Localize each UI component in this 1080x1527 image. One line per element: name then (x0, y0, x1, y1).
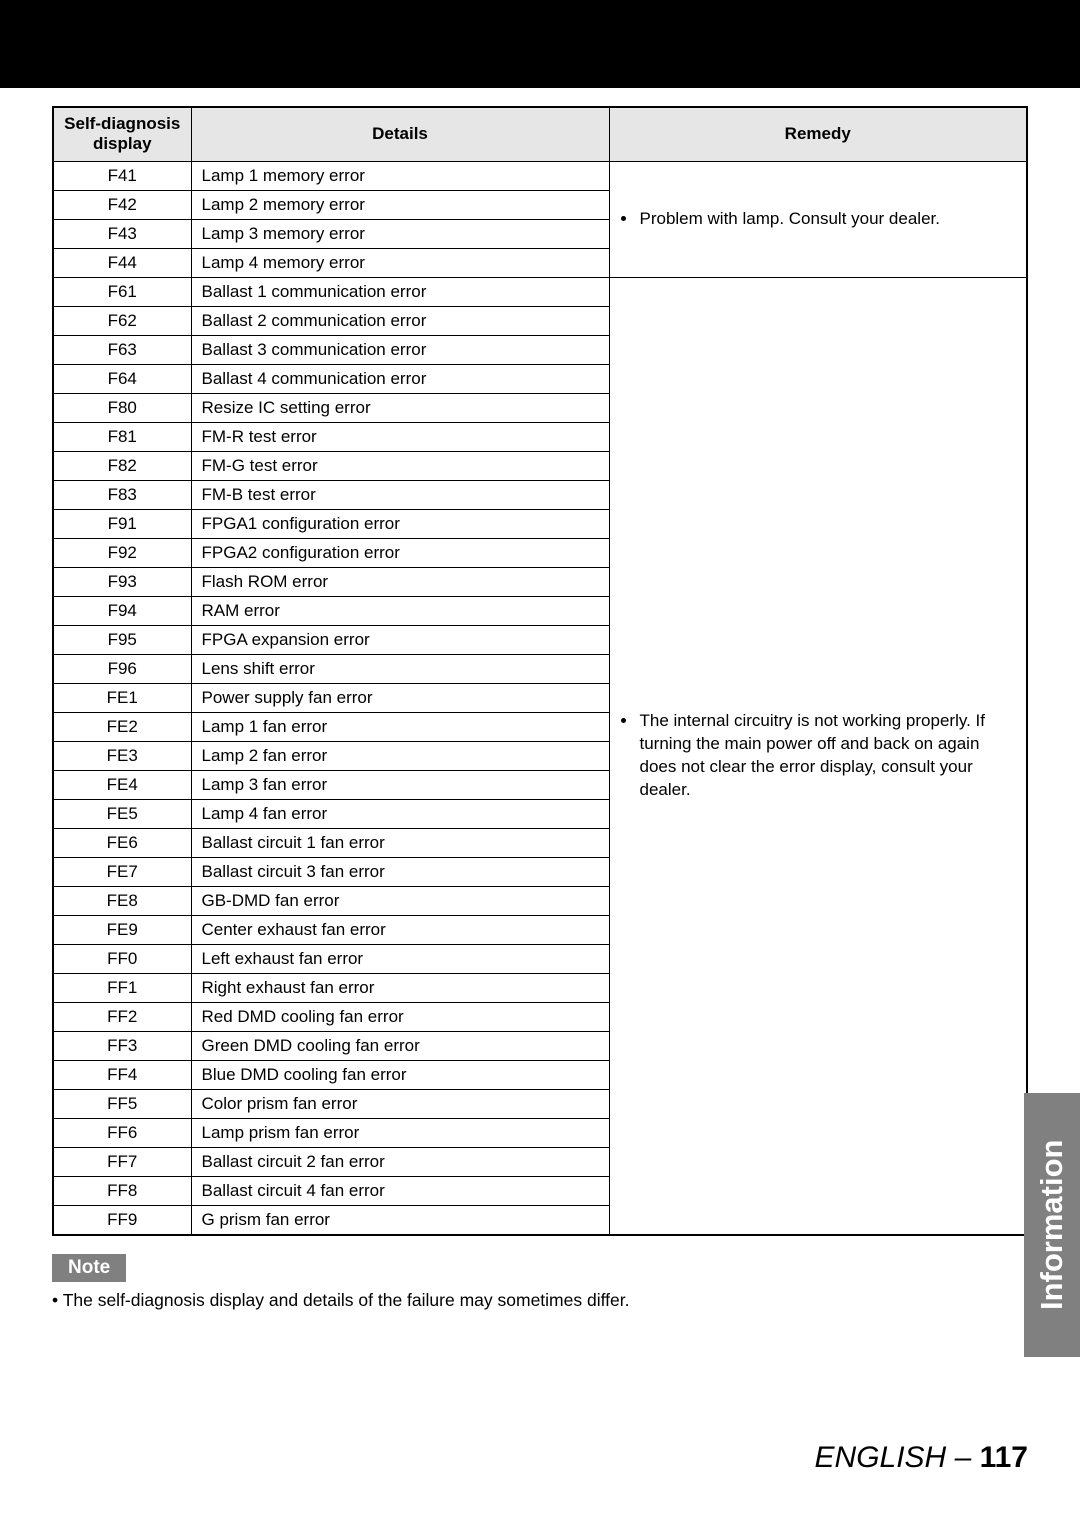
col-header-remedy: Remedy (609, 107, 1027, 161)
page-content: Self-diagnosis display Details Remedy F4… (0, 106, 1080, 1311)
cell-details: Lamp 4 fan error (191, 799, 609, 828)
cell-code: F42 (53, 190, 191, 219)
cell-code: F62 (53, 306, 191, 335)
cell-code: FF4 (53, 1060, 191, 1089)
cell-details: Center exhaust fan error (191, 915, 609, 944)
footer-page-number: 117 (980, 1441, 1028, 1474)
cell-details: FM-G test error (191, 451, 609, 480)
col-header-details: Details (191, 107, 609, 161)
cell-code: FE7 (53, 857, 191, 886)
cell-details: GB-DMD fan error (191, 886, 609, 915)
cell-code: FF2 (53, 1002, 191, 1031)
remedy-text: Problem with lamp. Consult your dealer. (638, 208, 1013, 231)
col-header-code: Self-diagnosis display (53, 107, 191, 161)
cell-details: RAM error (191, 596, 609, 625)
cell-details: Lens shift error (191, 654, 609, 683)
cell-details: Ballast circuit 4 fan error (191, 1176, 609, 1205)
cell-code: F43 (53, 219, 191, 248)
cell-details: Red DMD cooling fan error (191, 1002, 609, 1031)
error-table: Self-diagnosis display Details Remedy F4… (52, 106, 1028, 1236)
cell-code: FF5 (53, 1089, 191, 1118)
cell-details: Lamp 2 fan error (191, 741, 609, 770)
cell-code: FF7 (53, 1147, 191, 1176)
cell-code: F83 (53, 480, 191, 509)
footer-lang: ENGLISH (815, 1441, 947, 1474)
cell-code: FE4 (53, 770, 191, 799)
footer-sep: – (946, 1441, 979, 1474)
cell-code: F93 (53, 567, 191, 596)
side-tab-information: Information (1024, 1093, 1080, 1357)
cell-code: F81 (53, 422, 191, 451)
cell-code: FF8 (53, 1176, 191, 1205)
table-row: F41 Lamp 1 memory error Problem with lam… (53, 161, 1027, 190)
note-text: The self-diagnosis display and details o… (52, 1290, 1028, 1311)
cell-details: Ballast 4 communication error (191, 364, 609, 393)
table-row: F61 Ballast 1 communication error The in… (53, 277, 1027, 306)
cell-code: FF9 (53, 1205, 191, 1235)
cell-details: G prism fan error (191, 1205, 609, 1235)
cell-details: Power supply fan error (191, 683, 609, 712)
cell-code: FF1 (53, 973, 191, 1002)
cell-details: Green DMD cooling fan error (191, 1031, 609, 1060)
table-header-row: Self-diagnosis display Details Remedy (53, 107, 1027, 161)
cell-code: FE1 (53, 683, 191, 712)
cell-details: Blue DMD cooling fan error (191, 1060, 609, 1089)
cell-code: F92 (53, 538, 191, 567)
cell-code: F41 (53, 161, 191, 190)
cell-details: Ballast 3 communication error (191, 335, 609, 364)
cell-details: Ballast circuit 3 fan error (191, 857, 609, 886)
cell-code: FF0 (53, 944, 191, 973)
page-footer: ENGLISH – 117 (815, 1441, 1028, 1475)
cell-details: Ballast circuit 2 fan error (191, 1147, 609, 1176)
cell-code: FE5 (53, 799, 191, 828)
cell-details: Left exhaust fan error (191, 944, 609, 973)
cell-details: FM-B test error (191, 480, 609, 509)
cell-code: F44 (53, 248, 191, 277)
cell-details: Lamp 3 memory error (191, 219, 609, 248)
remedy-text: The internal circuitry is not working pr… (638, 710, 1013, 802)
cell-code: FF6 (53, 1118, 191, 1147)
cell-details: Ballast 2 communication error (191, 306, 609, 335)
cell-remedy-group2: The internal circuitry is not working pr… (609, 277, 1027, 1235)
cell-code: FE3 (53, 741, 191, 770)
cell-details: Ballast circuit 1 fan error (191, 828, 609, 857)
cell-code: F82 (53, 451, 191, 480)
note-block: Note The self-diagnosis display and deta… (52, 1254, 1028, 1311)
cell-remedy-group1: Problem with lamp. Consult your dealer. (609, 161, 1027, 277)
cell-details: Ballast 1 communication error (191, 277, 609, 306)
cell-details: Lamp 2 memory error (191, 190, 609, 219)
cell-details: FPGA2 configuration error (191, 538, 609, 567)
cell-details: Lamp 1 fan error (191, 712, 609, 741)
cell-code: FF3 (53, 1031, 191, 1060)
cell-code: F96 (53, 654, 191, 683)
header-black-bar (0, 0, 1080, 88)
cell-details: Color prism fan error (191, 1089, 609, 1118)
cell-details: FM-R test error (191, 422, 609, 451)
cell-details: Lamp 3 fan error (191, 770, 609, 799)
cell-details: FPGA1 configuration error (191, 509, 609, 538)
cell-code: F64 (53, 364, 191, 393)
cell-details: Lamp prism fan error (191, 1118, 609, 1147)
cell-details: Resize IC setting error (191, 393, 609, 422)
cell-code: F61 (53, 277, 191, 306)
cell-code: F95 (53, 625, 191, 654)
cell-details: Right exhaust fan error (191, 973, 609, 1002)
cell-details: Lamp 4 memory error (191, 248, 609, 277)
cell-code: F63 (53, 335, 191, 364)
cell-code: FE6 (53, 828, 191, 857)
cell-details: Lamp 1 memory error (191, 161, 609, 190)
cell-code: FE8 (53, 886, 191, 915)
cell-code: FE2 (53, 712, 191, 741)
cell-details: Flash ROM error (191, 567, 609, 596)
cell-code: F91 (53, 509, 191, 538)
cell-code: FE9 (53, 915, 191, 944)
cell-code: F80 (53, 393, 191, 422)
note-label: Note (52, 1254, 126, 1282)
cell-details: FPGA expansion error (191, 625, 609, 654)
cell-code: F94 (53, 596, 191, 625)
